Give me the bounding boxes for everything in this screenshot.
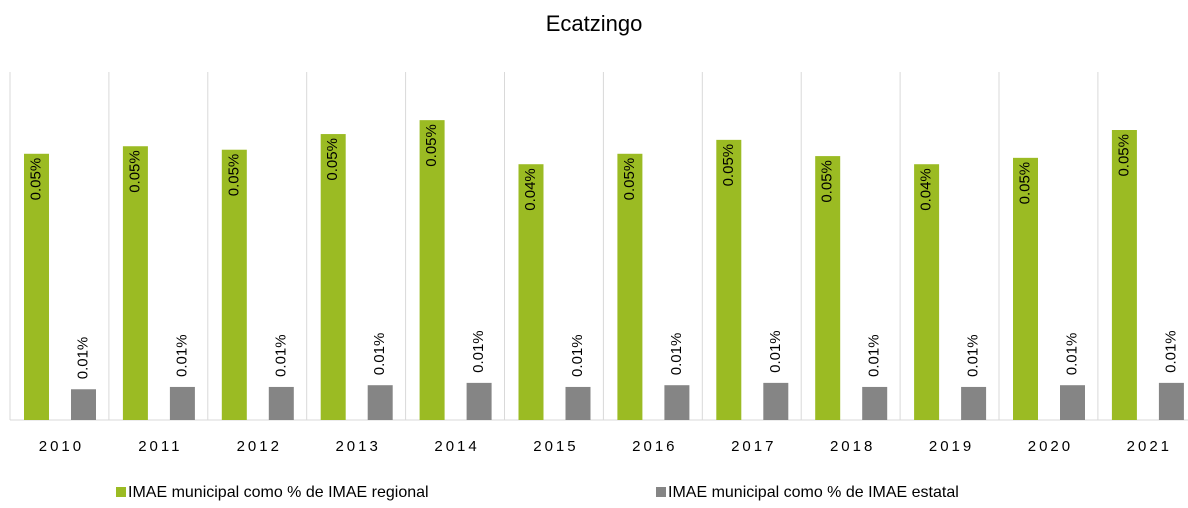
x-tick-label: 2014	[434, 438, 479, 455]
x-tick-label: 2018	[830, 438, 875, 455]
bar	[1158, 382, 1184, 420]
data-label: 0.01%	[173, 334, 190, 377]
data-label: 0.05%	[27, 158, 44, 201]
bar	[565, 386, 591, 420]
data-label: 0.05%	[1016, 162, 1033, 205]
bar	[419, 120, 445, 420]
data-label: 0.01%	[1063, 333, 1080, 376]
bar	[221, 149, 247, 420]
data-label: 0.01%	[866, 334, 883, 377]
data-label: 0.05%	[819, 160, 836, 203]
bar	[122, 146, 148, 421]
data-label: 0.05%	[720, 144, 737, 187]
x-tick-label: 2021	[1127, 438, 1172, 455]
bar	[815, 156, 841, 420]
bar	[716, 139, 742, 421]
bar	[763, 382, 789, 420]
data-label: 0.01%	[668, 333, 685, 376]
chart-title: Ecatzingo	[546, 11, 643, 36]
data-label: 0.05%	[324, 138, 341, 181]
data-label: 0.05%	[423, 124, 440, 167]
x-tick-label: 2015	[533, 438, 578, 455]
data-label: 0.01%	[767, 330, 784, 373]
x-tick-label: 2016	[632, 438, 677, 455]
x-tick-label: 2013	[335, 438, 380, 455]
x-tick-label: 2010	[39, 438, 84, 455]
data-label: 0.05%	[1115, 134, 1132, 177]
bar	[961, 386, 987, 420]
data-label: 0.01%	[1162, 330, 1179, 373]
x-tick-label: 2017	[731, 438, 776, 455]
x-tick-label: 2020	[1028, 438, 1073, 455]
bar	[169, 386, 195, 420]
bar	[664, 385, 690, 420]
bar	[1060, 385, 1085, 420]
data-label: 0.01%	[470, 330, 487, 373]
bar	[518, 164, 544, 420]
legend-swatch	[656, 487, 666, 497]
data-label: 0.05%	[126, 150, 143, 193]
x-tick-label: 2011	[138, 438, 182, 455]
data-label: 0.04%	[918, 168, 935, 211]
legend-label: IMAE municipal como % de IMAE regional	[128, 484, 429, 501]
legend-swatch	[116, 487, 126, 497]
bar	[1111, 130, 1137, 420]
data-label: 0.05%	[621, 158, 638, 201]
data-label: 0.05%	[225, 154, 242, 197]
bar	[862, 386, 888, 420]
x-tick-label: 2019	[929, 438, 974, 455]
bar	[1013, 157, 1038, 420]
data-label: 0.01%	[965, 334, 982, 377]
bar	[320, 134, 346, 420]
bar	[71, 389, 96, 420]
bar	[367, 385, 393, 420]
bar	[617, 153, 643, 420]
data-label: 0.01%	[74, 337, 91, 380]
data-label: 0.04%	[522, 168, 539, 211]
data-label: 0.01%	[569, 334, 586, 377]
bar	[466, 382, 492, 420]
bar	[268, 386, 294, 420]
data-label: 0.01%	[371, 333, 388, 376]
bar	[914, 164, 940, 420]
bar	[24, 153, 49, 420]
x-tick-label: 2012	[237, 438, 282, 455]
data-label: 0.01%	[272, 334, 289, 377]
legend-label: IMAE municipal como % de IMAE estatal	[668, 484, 959, 501]
